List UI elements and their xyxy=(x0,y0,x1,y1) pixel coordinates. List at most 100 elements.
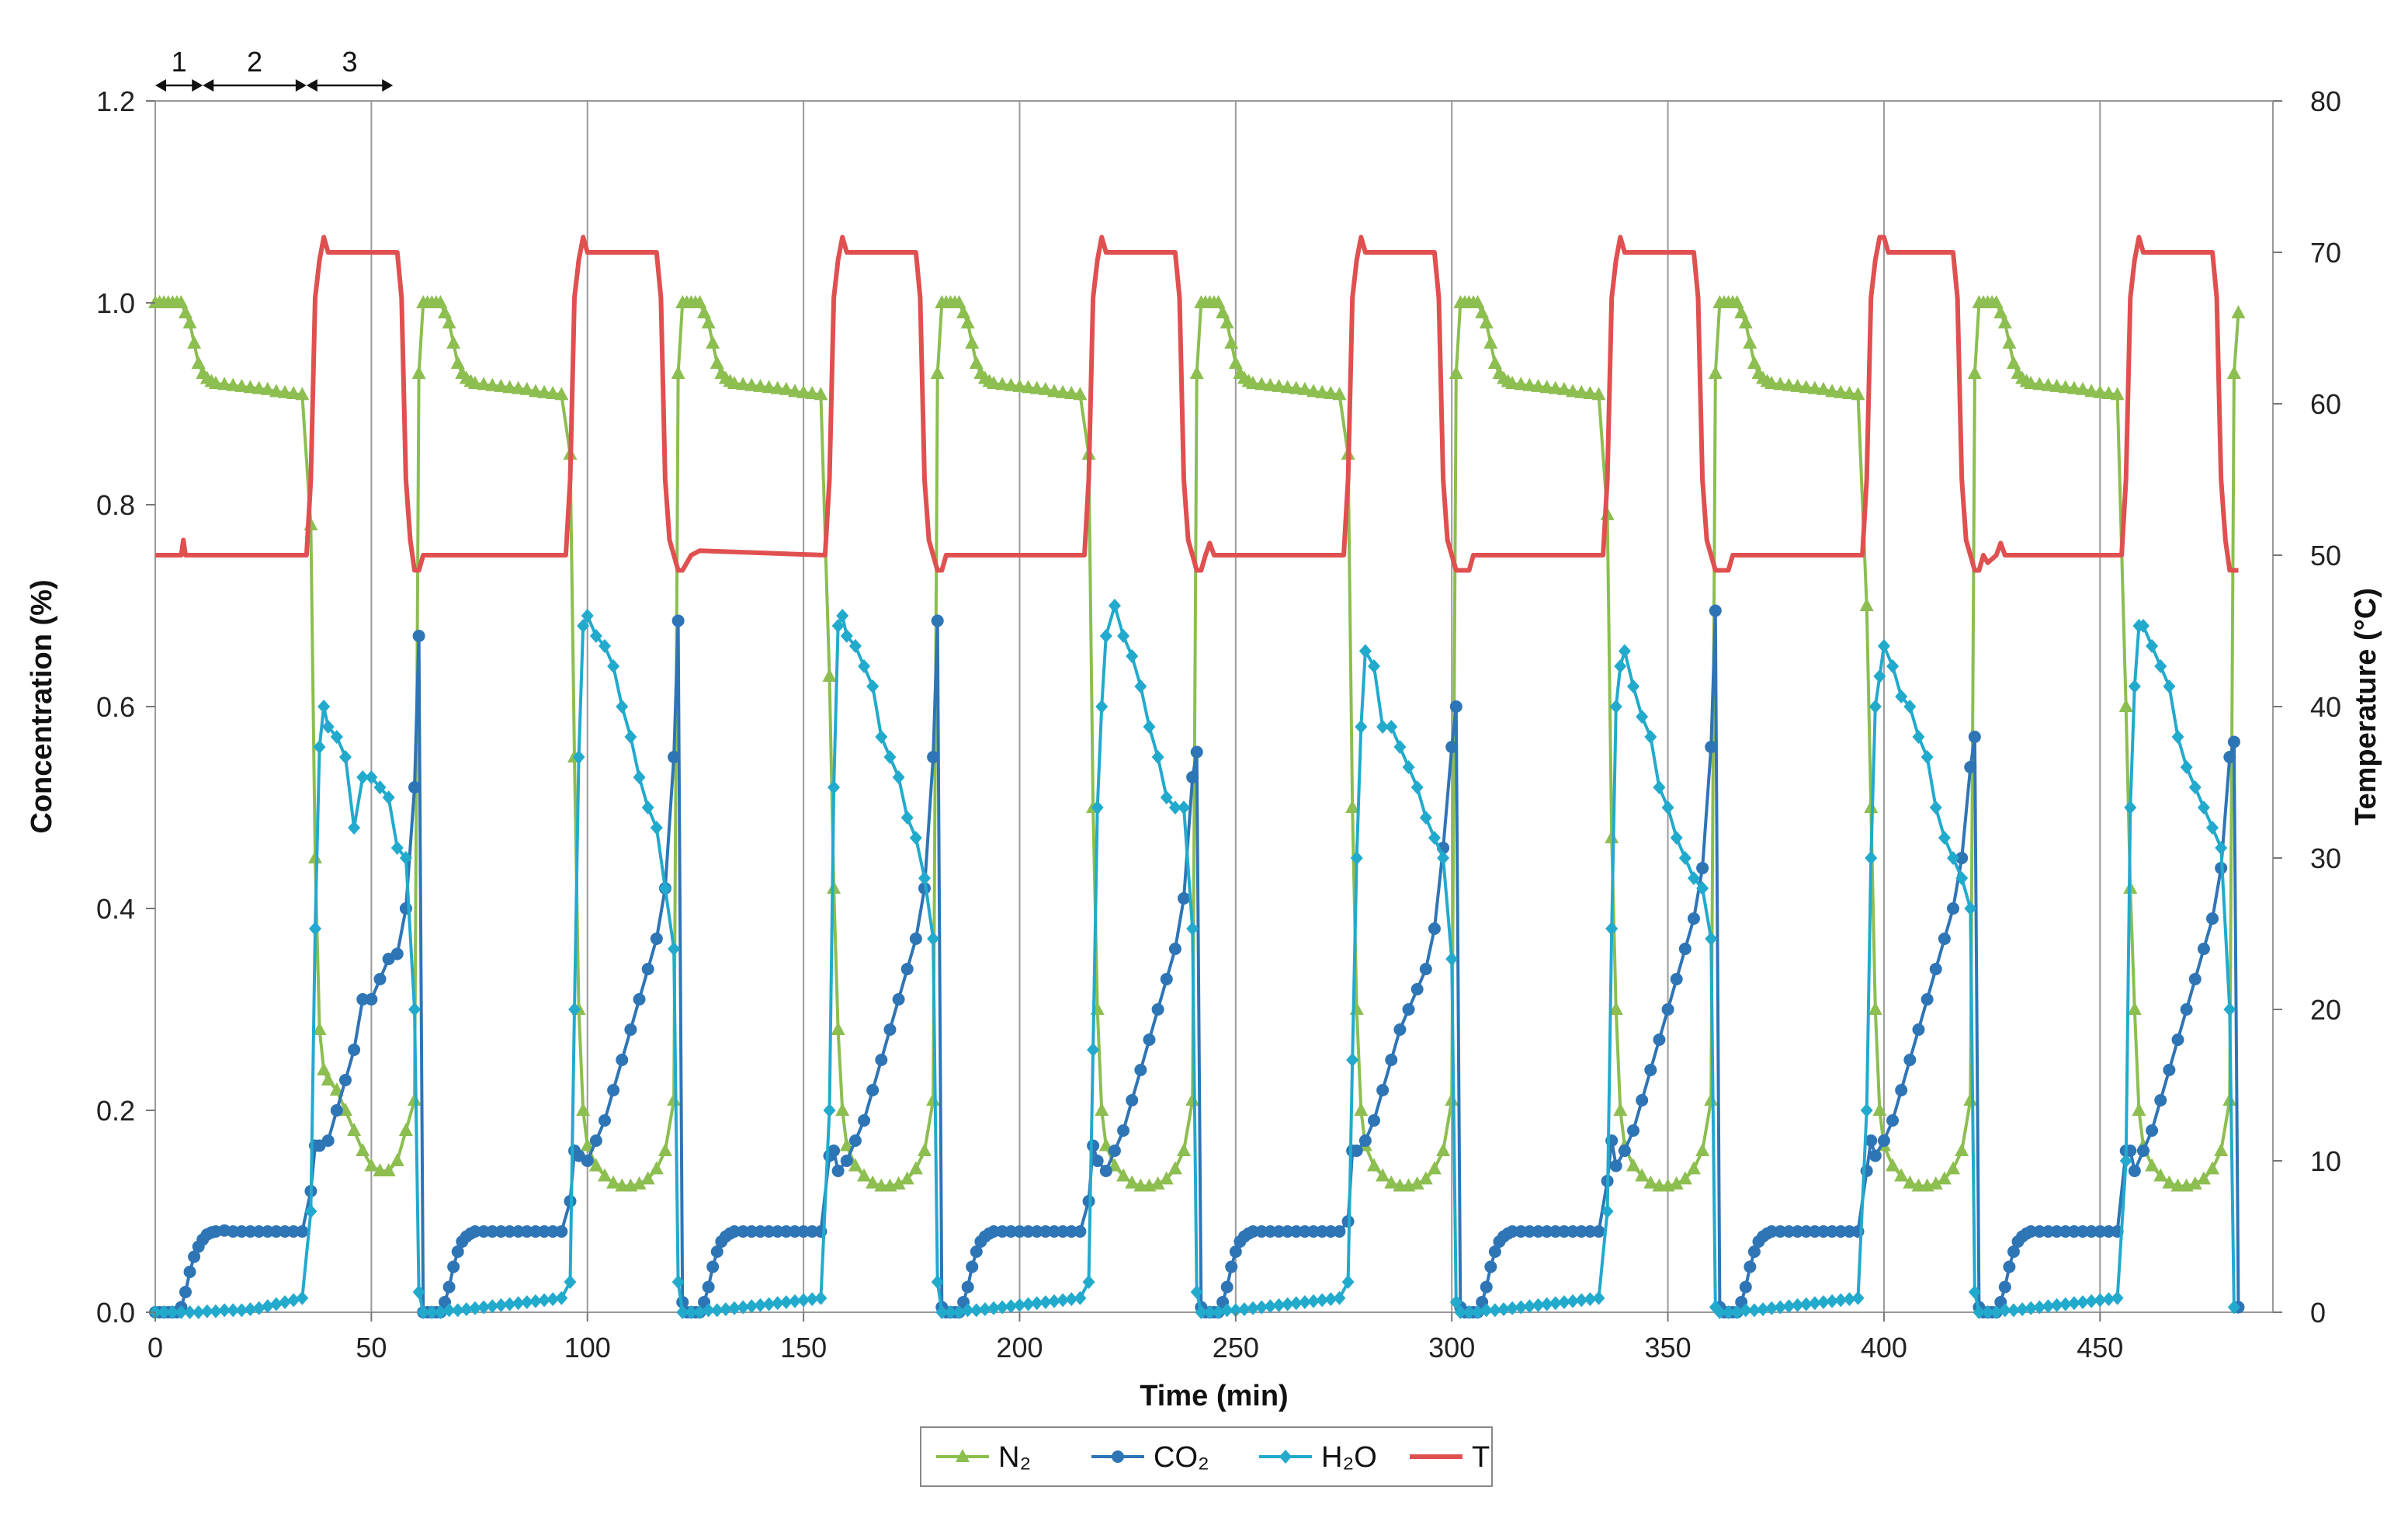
series-point-n2 xyxy=(1224,335,1239,349)
series-point-co2 xyxy=(2163,1064,2176,1076)
series-point-co2 xyxy=(710,1245,723,1258)
series-point-co2 xyxy=(581,1155,594,1167)
series-point-h2o xyxy=(1419,811,1432,825)
series-point-n2 xyxy=(1445,1093,1459,1106)
series-point-n2 xyxy=(1548,380,1563,394)
series-h2o xyxy=(149,599,2240,1319)
series-point-n2 xyxy=(1799,380,1813,394)
series-point-co2 xyxy=(1929,963,1942,975)
series-point-h2o xyxy=(1004,1299,1018,1314)
series-point-co2 xyxy=(520,1225,533,1238)
series-point-h2o xyxy=(200,1304,213,1318)
phase-arrowhead-right-0 xyxy=(192,79,203,92)
series-point-n2 xyxy=(485,377,500,391)
series-point-n2 xyxy=(956,305,971,318)
series-point-n2 xyxy=(2101,386,2116,399)
series-point-h2o xyxy=(1074,1291,1087,1305)
y2-tick-label-0: 0 xyxy=(2310,1297,2326,1329)
series-point-co2 xyxy=(970,1245,983,1258)
series-point-co2 xyxy=(1087,1139,1100,1152)
series-point-n2 xyxy=(477,377,491,391)
series-point-h2o xyxy=(641,801,654,815)
series-point-co2 xyxy=(555,1225,568,1238)
series-point-h2o xyxy=(546,1292,560,1307)
series-point-n2 xyxy=(554,387,569,401)
series-point-h2o xyxy=(1385,720,1398,734)
series-point-h2o xyxy=(883,750,897,764)
series-point-h2o xyxy=(1678,851,1691,865)
series-point-co2 xyxy=(1947,902,1960,915)
series-point-n2 xyxy=(364,1158,379,1172)
series-point-n2 xyxy=(1297,381,1312,395)
y2-tick-label-2: 20 xyxy=(2310,994,2341,1026)
series-point-n2 xyxy=(398,1123,413,1136)
series-point-co2 xyxy=(1264,1225,1277,1238)
series-point-co2 xyxy=(1532,1225,1545,1238)
series-point-h2o xyxy=(961,1303,974,1318)
series-point-co2 xyxy=(1220,1280,1233,1294)
series-point-h2o xyxy=(382,790,395,804)
series-point-n2 xyxy=(2066,380,2081,394)
series-point-n2 xyxy=(390,1153,404,1166)
series-point-h2o xyxy=(1705,932,1718,946)
series-point-h2o xyxy=(1877,639,1890,653)
series-point-n2 xyxy=(1029,380,1044,394)
series-point-n2 xyxy=(965,335,980,349)
series-point-co2 xyxy=(1419,963,1432,975)
series-point-n2 xyxy=(1168,1161,1182,1175)
series-point-h2o xyxy=(1255,1300,1268,1315)
series-point-co2 xyxy=(412,630,425,642)
legend-swatch-marker-2 xyxy=(1279,1450,1292,1464)
series-point-co2 xyxy=(1808,1225,1821,1238)
series-point-co2 xyxy=(1134,1064,1147,1076)
series-point-co2 xyxy=(2136,1145,2150,1157)
series-point-co2 xyxy=(762,1225,775,1238)
series-point-h2o xyxy=(1627,679,1640,693)
series-point-co2 xyxy=(961,1280,974,1294)
series-point-n2 xyxy=(178,305,193,318)
series-point-h2o xyxy=(823,1103,836,1117)
series-point-n2 xyxy=(191,356,206,369)
series-point-n2 xyxy=(787,384,802,398)
series-point-n2 xyxy=(1955,1143,1969,1156)
series-point-co2 xyxy=(1004,1225,1018,1238)
series-point-co2 xyxy=(1506,1225,1519,1238)
series-point-n2 xyxy=(2162,1175,2177,1189)
series-point-h2o xyxy=(1376,720,1390,734)
series-point-n2 xyxy=(1686,1161,1701,1175)
series-point-n2 xyxy=(1418,1171,1433,1185)
series-point-co2 xyxy=(1592,1225,1605,1238)
series-point-h2o xyxy=(900,811,914,825)
legend: N₂ CO₂ H₂O T xyxy=(920,1426,1493,1487)
series-point-co2 xyxy=(1687,912,1700,925)
series-point-co2 xyxy=(1074,1225,1087,1238)
series-point-h2o xyxy=(2042,1299,2055,1314)
series-point-co2 xyxy=(1938,933,1951,945)
series-point-co2 xyxy=(244,1225,257,1238)
series-point-h2o xyxy=(1653,780,1666,794)
series-point-n2 xyxy=(1073,387,1088,401)
series-point-co2 xyxy=(2033,1225,2046,1238)
series-point-h2o xyxy=(1488,1303,1501,1318)
series-point-h2o xyxy=(935,1305,949,1319)
series-point-h2o xyxy=(1799,1297,1813,1311)
series-point-h2o xyxy=(412,1285,425,1299)
series-point-n2 xyxy=(649,1161,664,1175)
series-point-n2 xyxy=(1095,1103,1109,1116)
series-point-n2 xyxy=(234,378,249,392)
series-point-co2 xyxy=(477,1225,491,1238)
x-tick-label-8: 400 xyxy=(1861,1332,1907,1363)
series-point-n2 xyxy=(1289,380,1303,394)
series-point-h2o xyxy=(1367,659,1380,673)
series-point-n2 xyxy=(1993,305,2008,318)
series-point-h2o xyxy=(512,1296,525,1311)
series-point-h2o xyxy=(564,1275,577,1289)
series-point-h2o xyxy=(1355,720,1368,734)
series-point-h2o xyxy=(1289,1296,1303,1311)
series-point-h2o xyxy=(1912,730,1925,744)
series-point-h2o xyxy=(1203,1305,1216,1319)
series-point-co2 xyxy=(503,1225,516,1238)
series-point-h2o xyxy=(529,1294,542,1308)
series-point-h2o xyxy=(338,750,352,764)
series-point-n2 xyxy=(701,315,716,328)
